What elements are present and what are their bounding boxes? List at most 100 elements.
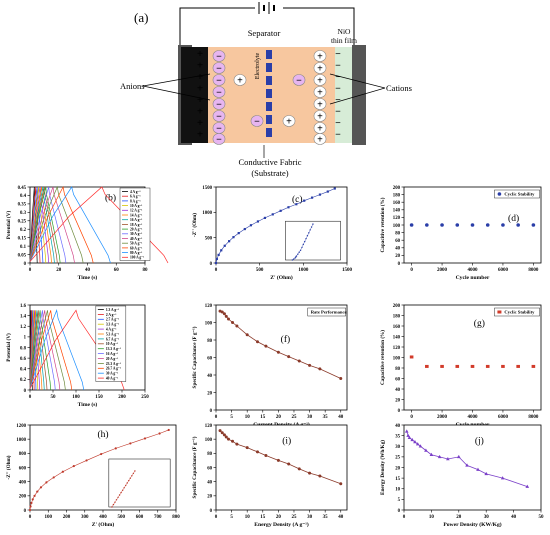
x-tick-label: 30	[307, 415, 313, 420]
y-axis-title: Potential (V)	[5, 333, 12, 362]
ion-sign: +	[317, 52, 323, 63]
y-tick-label: 200	[19, 495, 27, 500]
data-point	[310, 196, 314, 199]
gcd-curve	[29, 185, 84, 264]
x-tick-label: 0	[410, 415, 413, 420]
data-point	[418, 444, 423, 448]
y-tick-label: 0.8	[20, 346, 27, 351]
x-tick-label: 300	[81, 515, 89, 520]
data-point	[425, 223, 429, 227]
y-tick-label: 40	[207, 374, 212, 379]
ion-circle	[313, 62, 327, 74]
y-tick-label: 140	[393, 335, 401, 340]
data-point	[114, 447, 117, 450]
x-tick-label: 2000	[437, 268, 448, 273]
cation-marker: +	[313, 110, 327, 123]
cation-marker: +	[313, 133, 327, 146]
data-point	[413, 440, 417, 444]
gcd-curve	[29, 309, 85, 391]
y-tick-label: 0	[398, 409, 401, 414]
legend-entry: 16 A g⁻¹	[106, 352, 118, 356]
y-axis-title: -Z'' (Ohm)	[5, 455, 12, 479]
data-point	[263, 216, 267, 220]
data-point	[245, 333, 249, 337]
data-point	[424, 448, 428, 452]
legend-entry: 10 A g⁻¹	[106, 342, 118, 346]
ion-sign: +	[317, 88, 323, 99]
y-tick-label: 120	[393, 216, 401, 221]
gcd-curve	[29, 310, 73, 391]
legend-entry: 20 A g⁻¹	[130, 228, 142, 232]
electrolyte-label: Electrolyte	[255, 53, 261, 80]
x-axis-title: Time (s)	[78, 401, 98, 408]
y-tick-label: 140	[393, 209, 401, 214]
y-tick-label: 400	[19, 480, 27, 485]
legend-entry: 4 A g⁻¹	[106, 328, 117, 332]
data-point	[31, 498, 34, 501]
x-tick-label: 1000	[298, 268, 309, 273]
data-point	[287, 206, 290, 209]
ion-sign: +	[317, 76, 323, 87]
y-tick-label: 100	[393, 224, 401, 229]
x-tick-label: 4000	[468, 268, 479, 273]
gcd-curve	[29, 185, 94, 264]
ion-circle	[282, 115, 296, 127]
legend: 4 A g⁻¹6 A g⁻¹8 A g⁻¹10 A g⁻¹12 A g⁻¹14 …	[119, 187, 151, 261]
y-tick-label: 20	[207, 495, 212, 500]
negative-charge-sign: −	[335, 107, 341, 118]
gcd-curve	[29, 310, 48, 391]
x-tick-label: 20	[276, 415, 282, 420]
data-point	[446, 457, 450, 461]
data-point	[220, 431, 224, 435]
anion-marker: −	[212, 133, 226, 146]
y-tick-label: 0.2	[20, 228, 27, 233]
y-tick-label: 20	[207, 391, 212, 396]
panel-label-i: (i)	[282, 436, 291, 447]
series-line	[219, 310, 341, 379]
legend-entry: 12 A g⁻¹	[130, 209, 142, 213]
ion-sign: +	[317, 100, 323, 111]
ion-sign: +	[286, 117, 292, 128]
data-point	[470, 364, 475, 368]
x-axis-title: Current Density (A g⁻¹)	[253, 421, 310, 428]
data-point	[297, 467, 301, 471]
y-tick-label: 40	[395, 247, 400, 252]
ion-circle	[212, 62, 226, 74]
negative-charge-sign: −	[335, 95, 341, 106]
y-tick-label: 0.6	[20, 357, 27, 362]
y-tick-label: 0.3	[20, 211, 27, 216]
x-tick-label: 40	[338, 515, 344, 520]
legend-entry: 1.3 A g⁻¹	[106, 308, 119, 312]
y-tick-label: 60	[395, 377, 400, 382]
legend-entry: 2 A g⁻¹	[106, 313, 117, 317]
ion-circle	[212, 110, 226, 122]
chart-g: 0 2000 4000 6000 8000 0 20 40 60 80 100 120 140 160 18…	[379, 304, 542, 428]
panel-label-b: (b)	[105, 193, 116, 204]
cation-marker: +	[313, 98, 327, 111]
positive-charge-sign: +	[197, 94, 203, 106]
y-tick-label: 0	[24, 262, 27, 267]
right-current-collector	[352, 45, 366, 145]
data-point	[465, 463, 469, 467]
ion-sign: −	[216, 112, 222, 123]
y-tick-label: 0	[210, 409, 213, 414]
y-tick-label: 100	[205, 321, 213, 326]
ion-circle	[313, 86, 327, 98]
legend-entry: 40 A g⁻¹	[106, 377, 118, 381]
nio-film-label-line: NiO	[338, 27, 352, 36]
x-tick-label: 35	[323, 515, 329, 520]
data-point	[406, 433, 410, 437]
x-tick-label: 10	[245, 415, 251, 420]
y-tick-label: 1.6	[20, 304, 27, 309]
cation-marker: +	[313, 74, 327, 87]
data-point	[279, 209, 282, 212]
x-tick-label: 20	[276, 515, 282, 520]
x-axis-title: Energy Density (A g⁻¹)	[254, 521, 309, 528]
y-tick-label: 100	[393, 356, 401, 361]
data-point	[85, 459, 88, 462]
y-tick-label: 15	[395, 477, 400, 482]
x-tick-label: 60	[114, 268, 120, 273]
data-point	[318, 474, 322, 478]
data-point	[287, 355, 291, 359]
x-tick-label: 400	[99, 515, 107, 520]
